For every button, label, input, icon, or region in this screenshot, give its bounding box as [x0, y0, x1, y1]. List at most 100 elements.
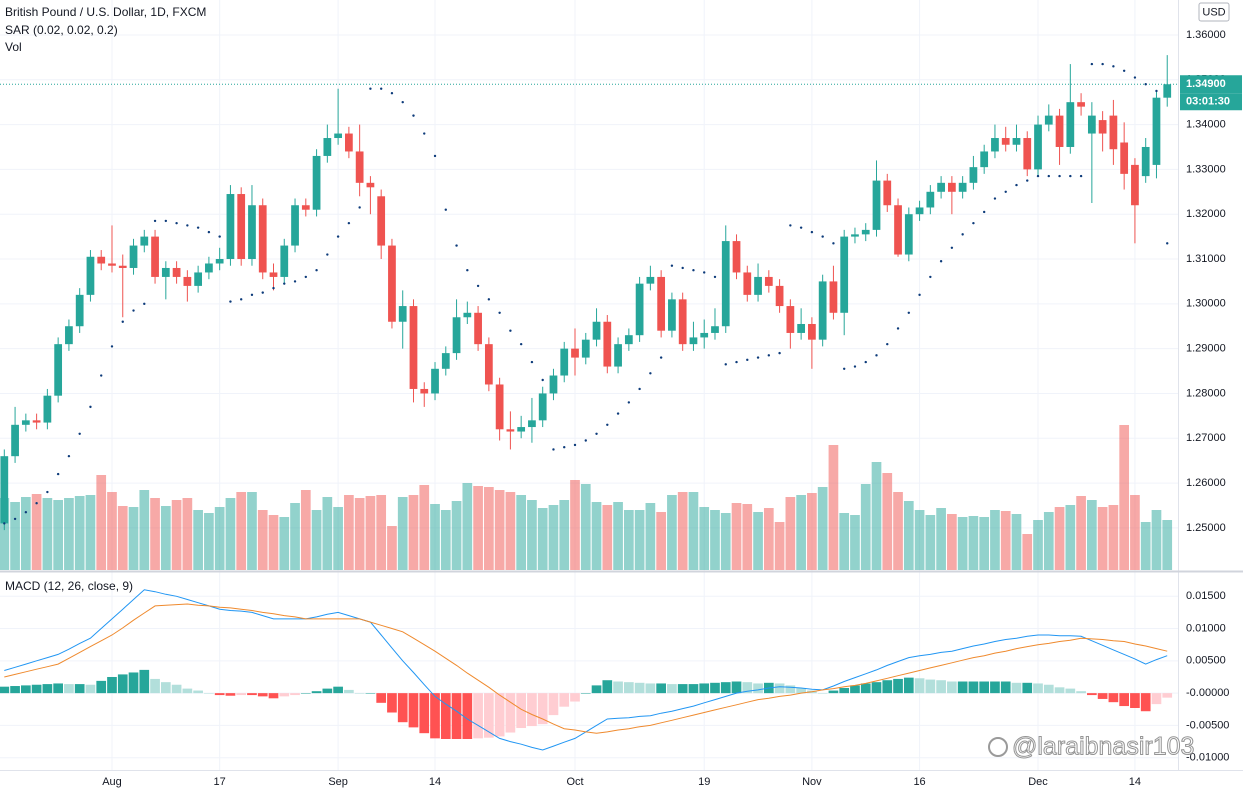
macd-histogram-bar: [580, 693, 591, 694]
y-tick-label: 1.32000: [1186, 208, 1226, 220]
macd-histogram-bar: [957, 681, 968, 694]
macd-histogram-bar: [214, 693, 225, 696]
volume-bar: [860, 484, 871, 570]
sar-dot: [552, 448, 555, 451]
macd-histogram-bar: [311, 691, 322, 694]
sar-dot: [896, 327, 900, 330]
candle-body: [183, 276, 192, 286]
volume-bar: [333, 507, 343, 570]
volume-bar: [742, 504, 753, 570]
volume-bar: [182, 498, 193, 570]
candle-body: [1034, 124, 1042, 170]
sar-dot: [56, 472, 60, 476]
x-tick-label: 17: [214, 776, 226, 788]
volume-bar: [785, 497, 796, 570]
macd-histogram-bar: [591, 685, 602, 694]
x-tick-label: 19: [698, 776, 710, 788]
x-tick-label: Oct: [566, 776, 583, 788]
sar-dot: [1079, 174, 1083, 178]
candle-body: [592, 321, 601, 340]
sar-dot: [304, 275, 308, 279]
macd-histogram-bar: [720, 682, 731, 694]
macd-histogram-bar: [171, 684, 182, 694]
y-tick-label: 1.25000: [1186, 522, 1226, 534]
volume-bar: [990, 510, 1000, 570]
macd-histogram-bar: [494, 693, 505, 737]
volume-bar: [451, 501, 462, 570]
candle-body: [11, 424, 19, 457]
volume-bar: [548, 505, 559, 570]
sar-dot: [1166, 242, 1169, 245]
sar-dot: [78, 432, 81, 435]
volume-bar: [1130, 495, 1140, 570]
sar-dot: [229, 300, 232, 303]
sar-dot: [1004, 190, 1007, 193]
candle-body: [506, 429, 515, 432]
y-tick-label: 1.34000: [1186, 118, 1226, 130]
macd-histogram-bar: [677, 684, 688, 694]
candle-body: [646, 276, 655, 284]
y-tick-label: 1.29000: [1186, 343, 1226, 355]
candle-body: [495, 384, 504, 430]
volume-bar: [85, 495, 96, 570]
candle-body: [301, 205, 310, 210]
candle-body: [1141, 146, 1150, 177]
sar-dot: [681, 266, 684, 270]
x-tick-label: Dec: [1028, 776, 1048, 788]
sar-dot: [767, 354, 771, 357]
candle-body: [452, 317, 461, 354]
sar-dot: [616, 412, 620, 415]
macd-histogram-bar: [150, 678, 160, 694]
candle-body: [441, 353, 450, 369]
candle-body: [118, 265, 127, 268]
x-tick-label: 16: [913, 776, 925, 788]
sar-dot: [692, 269, 695, 272]
sar-dot: [412, 114, 415, 117]
macd-histogram-bar: [1162, 693, 1173, 698]
volume-bar: [397, 497, 408, 570]
macd-histogram-bar: [968, 681, 979, 694]
macd-histogram-bar: [645, 683, 656, 694]
candle-body: [861, 229, 870, 235]
sar-dot: [1101, 62, 1104, 66]
macd-histogram-bar: [1087, 693, 1097, 696]
macd-histogram-bar: [182, 688, 193, 694]
volume-bar: [300, 490, 311, 570]
macd-histogram-bar: [365, 693, 376, 694]
volume-bar: [0, 498, 10, 570]
volume-bar: [613, 502, 623, 570]
sar-dot: [778, 351, 781, 355]
macd-histogram-bar: [484, 693, 494, 738]
candle-body: [1055, 115, 1064, 147]
volume-bar: [893, 492, 903, 570]
macd-histogram-bar: [430, 693, 440, 739]
macd-tick-label: -0.00000: [1186, 687, 1229, 699]
volume-bar: [677, 492, 688, 570]
macd-histogram-bar: [354, 693, 365, 694]
candle-body: [883, 180, 892, 206]
candle-body: [323, 138, 332, 156]
sar-dot: [100, 374, 103, 377]
volume-bar: [1043, 512, 1054, 570]
sar-dot: [1155, 89, 1158, 93]
volume-bar: [1033, 520, 1043, 570]
sar-dot: [3, 522, 6, 525]
macd-histogram-bar: [505, 693, 516, 733]
macd-histogram-bar: [160, 682, 171, 694]
macd-histogram-bar: [623, 682, 634, 694]
x-tick-label: Nov: [802, 776, 822, 788]
candle-body: [894, 205, 902, 255]
macd-histogram-bar: [947, 681, 957, 694]
macd-histogram-bar: [1000, 681, 1011, 694]
volume-bar: [968, 516, 979, 570]
candle-body: [904, 214, 913, 255]
volume-bar: [753, 512, 763, 570]
volume-bar: [214, 507, 225, 570]
candle-body: [947, 182, 956, 192]
macd-histogram-bar: [257, 693, 268, 697]
candle-body: [388, 245, 396, 322]
volume-bar: [64, 498, 74, 570]
sar-dot: [121, 320, 124, 323]
candle-body: [258, 205, 267, 273]
